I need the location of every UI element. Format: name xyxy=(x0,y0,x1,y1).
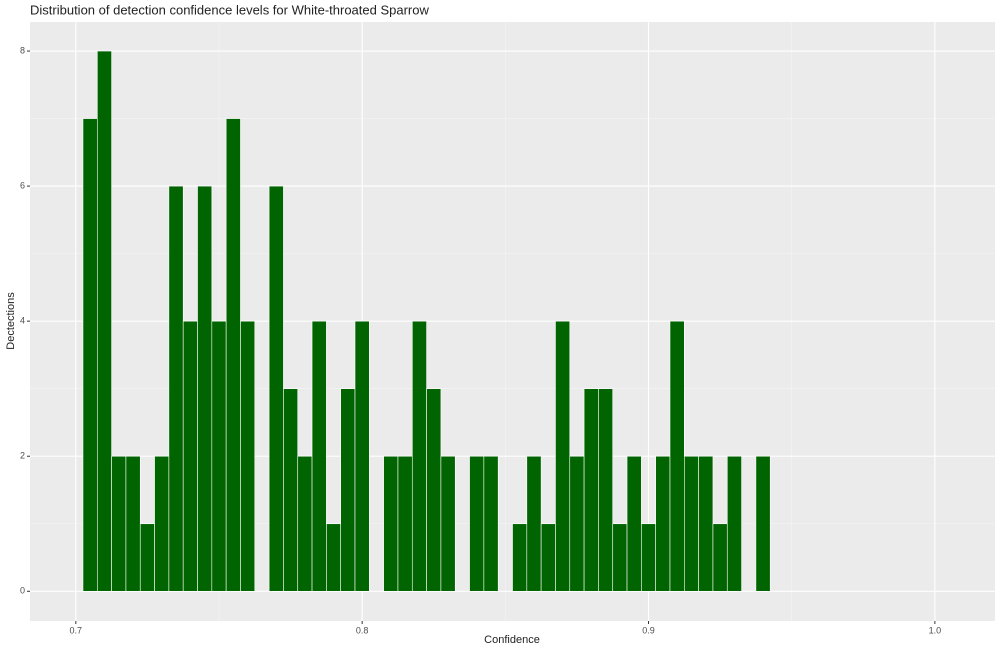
bar xyxy=(397,455,413,592)
bar xyxy=(641,523,656,592)
bar xyxy=(240,320,256,592)
bar xyxy=(326,523,341,592)
bar xyxy=(354,320,370,592)
chart-title: Distribution of detection confidence lev… xyxy=(30,2,429,17)
x-tick-label: 1.0 xyxy=(929,625,942,635)
bar xyxy=(655,455,671,592)
y-tick-label: 0 xyxy=(20,586,25,596)
bar xyxy=(712,523,728,592)
x-tick-label: 0.7 xyxy=(70,625,83,635)
bar xyxy=(526,455,542,592)
bar xyxy=(168,185,184,592)
bar xyxy=(383,455,399,592)
bar xyxy=(182,320,198,592)
bar xyxy=(755,455,771,592)
bar xyxy=(598,388,614,592)
y-tick-label: 2 xyxy=(20,451,25,461)
bar xyxy=(512,523,528,592)
bar xyxy=(726,455,742,592)
bar xyxy=(96,50,112,592)
x-axis-label: Confidence xyxy=(484,634,540,646)
bar xyxy=(111,455,127,592)
x-tick-label: 0.9 xyxy=(642,625,655,635)
bar xyxy=(483,455,499,592)
bar xyxy=(698,455,714,592)
bar xyxy=(583,388,599,592)
bar xyxy=(540,523,556,592)
bar xyxy=(225,118,241,592)
bar xyxy=(612,523,628,592)
y-tick-label: 6 xyxy=(20,180,25,190)
y-tick-label: 4 xyxy=(20,316,25,326)
bar xyxy=(311,320,327,592)
bar xyxy=(626,455,642,592)
bar xyxy=(569,455,585,592)
bar xyxy=(154,455,170,592)
bar xyxy=(197,185,213,592)
bar xyxy=(211,320,227,592)
bar xyxy=(283,388,299,592)
bar xyxy=(268,185,284,592)
bar xyxy=(82,118,98,592)
bar xyxy=(297,455,313,592)
x-tick-label: 0.8 xyxy=(356,625,369,635)
bar xyxy=(426,388,442,592)
bar xyxy=(340,388,356,592)
y-axis-label: Dectections xyxy=(5,292,17,350)
bar xyxy=(440,455,456,592)
bar xyxy=(411,320,427,592)
bar xyxy=(125,455,141,592)
bar xyxy=(469,455,485,592)
bar xyxy=(555,320,571,592)
bar xyxy=(669,320,685,592)
bar xyxy=(139,523,155,592)
bar xyxy=(684,455,699,592)
y-tick-label: 8 xyxy=(20,45,25,55)
